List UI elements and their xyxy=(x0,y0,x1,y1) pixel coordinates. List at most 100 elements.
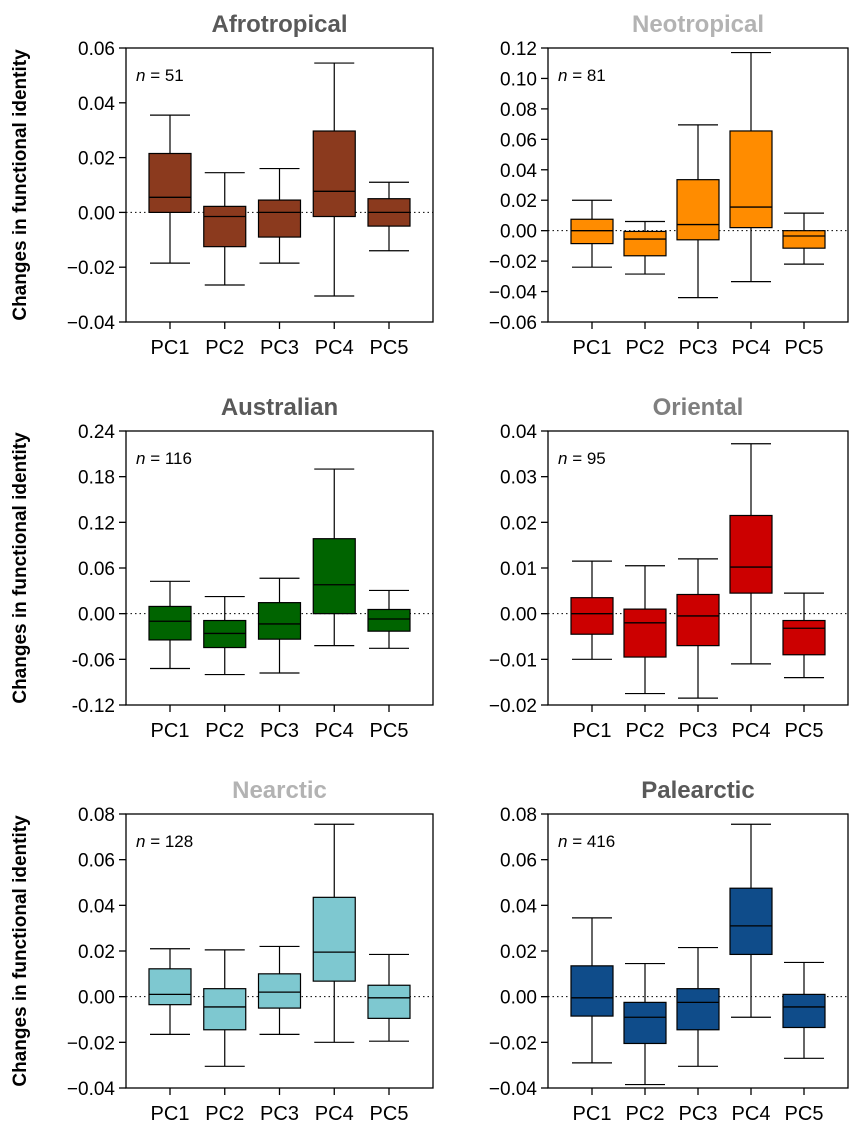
iqr-box xyxy=(782,619,826,656)
x-tick-label: PC3 xyxy=(260,1103,299,1125)
plot-frame xyxy=(547,430,849,706)
y-tick-label: 0.03 xyxy=(500,468,537,489)
box-pc3 xyxy=(676,124,720,299)
y-tick-label: 0.04 xyxy=(78,896,115,917)
chart-panel-5: Nearctic Changes in functional identity −0… xyxy=(10,777,434,1125)
x-tick-label: PC4 xyxy=(732,337,771,359)
y-tick-label: −0.04 xyxy=(489,1079,538,1100)
box-pc1 xyxy=(570,560,614,660)
iqr-box xyxy=(570,597,614,635)
y-tick-label: 0.04 xyxy=(500,896,537,917)
box-pc4 xyxy=(729,443,773,665)
iqr-box xyxy=(676,593,720,647)
x-tick-label: PC1 xyxy=(151,720,190,742)
iqr-box xyxy=(257,199,302,238)
box-pc3 xyxy=(676,946,720,1067)
x-tick-label: PC4 xyxy=(315,720,354,742)
x-tick-label: PC2 xyxy=(205,337,244,359)
x-tick-label: PC4 xyxy=(315,1103,354,1125)
iqr-box xyxy=(148,605,192,641)
box-pc3 xyxy=(257,945,302,1035)
iqr-box xyxy=(729,514,773,594)
sample-size-label: n = 51 xyxy=(136,66,184,85)
y-tick-label: −0.04 xyxy=(489,283,538,304)
box-pc2 xyxy=(203,595,247,676)
y-tick-label: 0.02 xyxy=(78,942,115,963)
y-tick-label: 0.02 xyxy=(500,191,537,212)
box-pc3 xyxy=(676,558,720,699)
iqr-box xyxy=(729,130,773,229)
box-pc1 xyxy=(148,580,192,670)
y-tick-label: 0.10 xyxy=(500,69,537,90)
sample-size-label: n = 416 xyxy=(558,832,615,851)
x-tick-label: PC2 xyxy=(205,720,244,742)
box-pc2 xyxy=(203,172,247,286)
y-tick-label: −0.02 xyxy=(489,1033,537,1054)
x-tick-label: PC2 xyxy=(626,1103,665,1125)
x-tick-label: PC3 xyxy=(260,720,299,742)
y-tick-label: 0.18 xyxy=(78,468,115,489)
box-pc1 xyxy=(570,199,614,268)
x-tick-label: PC1 xyxy=(573,1103,612,1125)
chart-title: Australian xyxy=(221,394,338,421)
y-tick-label: 0.00 xyxy=(78,988,115,1009)
y-tick-label: −0.04 xyxy=(67,1079,116,1100)
x-tick-label: PC5 xyxy=(370,1103,409,1125)
chart-panel-1: Afrotropical Changes in functional identi… xyxy=(10,11,434,359)
box-pc2 xyxy=(203,949,247,1067)
box-pc3 xyxy=(257,167,302,264)
y-tick-label: 0.12 xyxy=(78,513,115,534)
iqr-box xyxy=(257,973,302,1009)
box-pc1 xyxy=(570,917,614,1064)
x-tick-label: PC5 xyxy=(785,720,824,742)
x-tick-label: PC3 xyxy=(679,337,718,359)
iqr-box xyxy=(367,608,411,632)
x-tick-label: PC3 xyxy=(679,1103,718,1125)
iqr-box xyxy=(570,965,614,1017)
x-tick-label: PC1 xyxy=(573,337,612,359)
plot-frame xyxy=(125,430,434,706)
iqr-box xyxy=(257,602,302,640)
iqr-box xyxy=(676,179,720,241)
y-tick-label: 0.06 xyxy=(78,559,115,580)
x-tick-label: PC4 xyxy=(315,337,354,359)
x-tick-label: PC5 xyxy=(370,720,409,742)
iqr-box xyxy=(312,130,356,218)
box-pc5 xyxy=(782,961,826,1059)
y-tick-label: 0.08 xyxy=(78,805,115,826)
box-pc1 xyxy=(148,114,192,264)
y-tick-label: −0.02 xyxy=(489,252,537,273)
x-tick-label: PC2 xyxy=(205,1103,244,1125)
y-tick-label: −0.02 xyxy=(67,1033,115,1054)
box-pc5 xyxy=(367,589,411,649)
y-tick-label: −0.04 xyxy=(67,313,116,334)
box-pc3 xyxy=(257,577,302,674)
iqr-box xyxy=(623,230,667,257)
iqr-box xyxy=(729,887,773,956)
x-tick-label: PC4 xyxy=(732,1103,771,1125)
iqr-box xyxy=(203,988,247,1031)
x-tick-label: PC4 xyxy=(732,720,771,742)
y-tick-label: 0.04 xyxy=(78,94,115,115)
iqr-box xyxy=(623,608,667,658)
box-pc1 xyxy=(148,948,192,1035)
x-tick-label: PC2 xyxy=(626,337,665,359)
y-tick-label: 0.12 xyxy=(500,39,537,60)
chart-title: Oriental xyxy=(653,394,744,421)
plot-frame xyxy=(547,813,849,1089)
y-tick-label: 0.01 xyxy=(500,559,537,580)
box-pc5 xyxy=(782,592,826,679)
box-pc4 xyxy=(729,51,773,283)
plot-frame xyxy=(125,813,434,1089)
plot-frame xyxy=(125,47,434,323)
box-pc4 xyxy=(729,823,773,1018)
chart-panel-2: Neotropical −0.06 −0.04 −0.02 0.00 0.02 0.04 0.… xyxy=(489,11,849,359)
y-tick-label: 0.04 xyxy=(500,161,537,182)
y-tick-label: 0.06 xyxy=(78,851,115,872)
chart-panel-4: Oriental −0.02 −0.01 0.00 0.01 0.02 0.03 0.04 PC… xyxy=(489,394,849,742)
y-tick-label: 0.00 xyxy=(500,222,537,243)
y-axis-label: Changes in functional identity xyxy=(10,815,31,1087)
chart-panel-3: Australian Changes in functional identity… xyxy=(10,394,434,742)
box-pc4 xyxy=(312,823,356,1043)
x-tick-label: PC5 xyxy=(785,1103,824,1125)
